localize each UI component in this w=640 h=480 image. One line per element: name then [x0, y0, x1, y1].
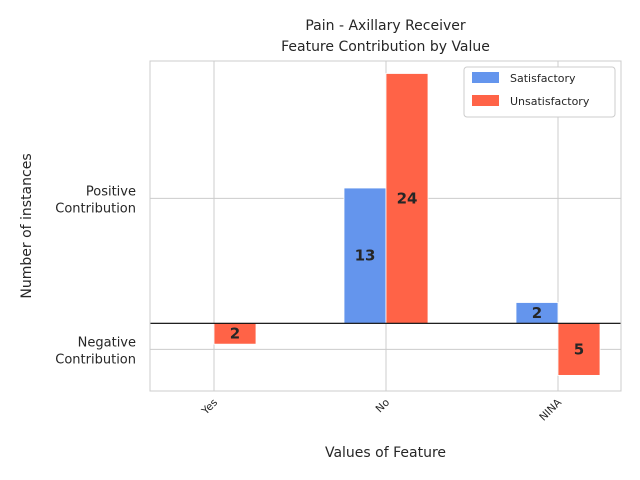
bar-label-satisfactory-no: 13: [355, 247, 376, 265]
legend: Satisfactory Unsatisfactory: [463, 66, 616, 118]
x-tick-label-no: No: [374, 397, 393, 416]
legend-label-satisfactory: Satisfactory: [510, 72, 576, 85]
bar-satisfactory-no: [343, 187, 387, 324]
bar-label-unsatisfactory-yes: 2: [230, 325, 240, 343]
legend-swatch-satisfactory: [472, 72, 499, 83]
y-tick-labels: Positive Contribution Negative Contribution: [55, 184, 136, 367]
y-tick-label: Negative: [78, 335, 136, 350]
chart-title-line2: Feature Contribution by Value: [281, 39, 490, 55]
bar-label-unsatisfactory-nina: 5: [574, 340, 584, 358]
bar-value-labels: 2 13 24 2 5: [230, 189, 584, 358]
bar-unsatisfactory-nina: [557, 322, 601, 376]
legend-swatch-unsatisfactory: [472, 95, 499, 106]
bar-label-satisfactory-nina: 2: [532, 304, 542, 322]
bar-label-unsatisfactory-no: 24: [397, 189, 418, 207]
x-tick-label-yes: Yes: [199, 397, 220, 418]
y-tick-label: Positive: [86, 184, 136, 199]
y-tick-label: Contribution: [55, 352, 136, 367]
y-tick-label: Contribution: [55, 201, 136, 216]
legend-label-unsatisfactory: Unsatisfactory: [510, 95, 590, 108]
plot-frame: [149, 60, 622, 392]
legend-box: [463, 66, 616, 118]
x-tick-labels: Yes No NINA: [199, 396, 565, 423]
y-axis-label: Number of instances: [19, 153, 35, 298]
x-tick-label-nina: NINA: [537, 396, 564, 423]
x-axis-label: Values of Feature: [325, 445, 446, 461]
chart-title-line1: Pain - Axillary Receiver: [305, 18, 466, 34]
bars: [213, 73, 601, 376]
bar-unsatisfactory-no: [385, 73, 429, 324]
